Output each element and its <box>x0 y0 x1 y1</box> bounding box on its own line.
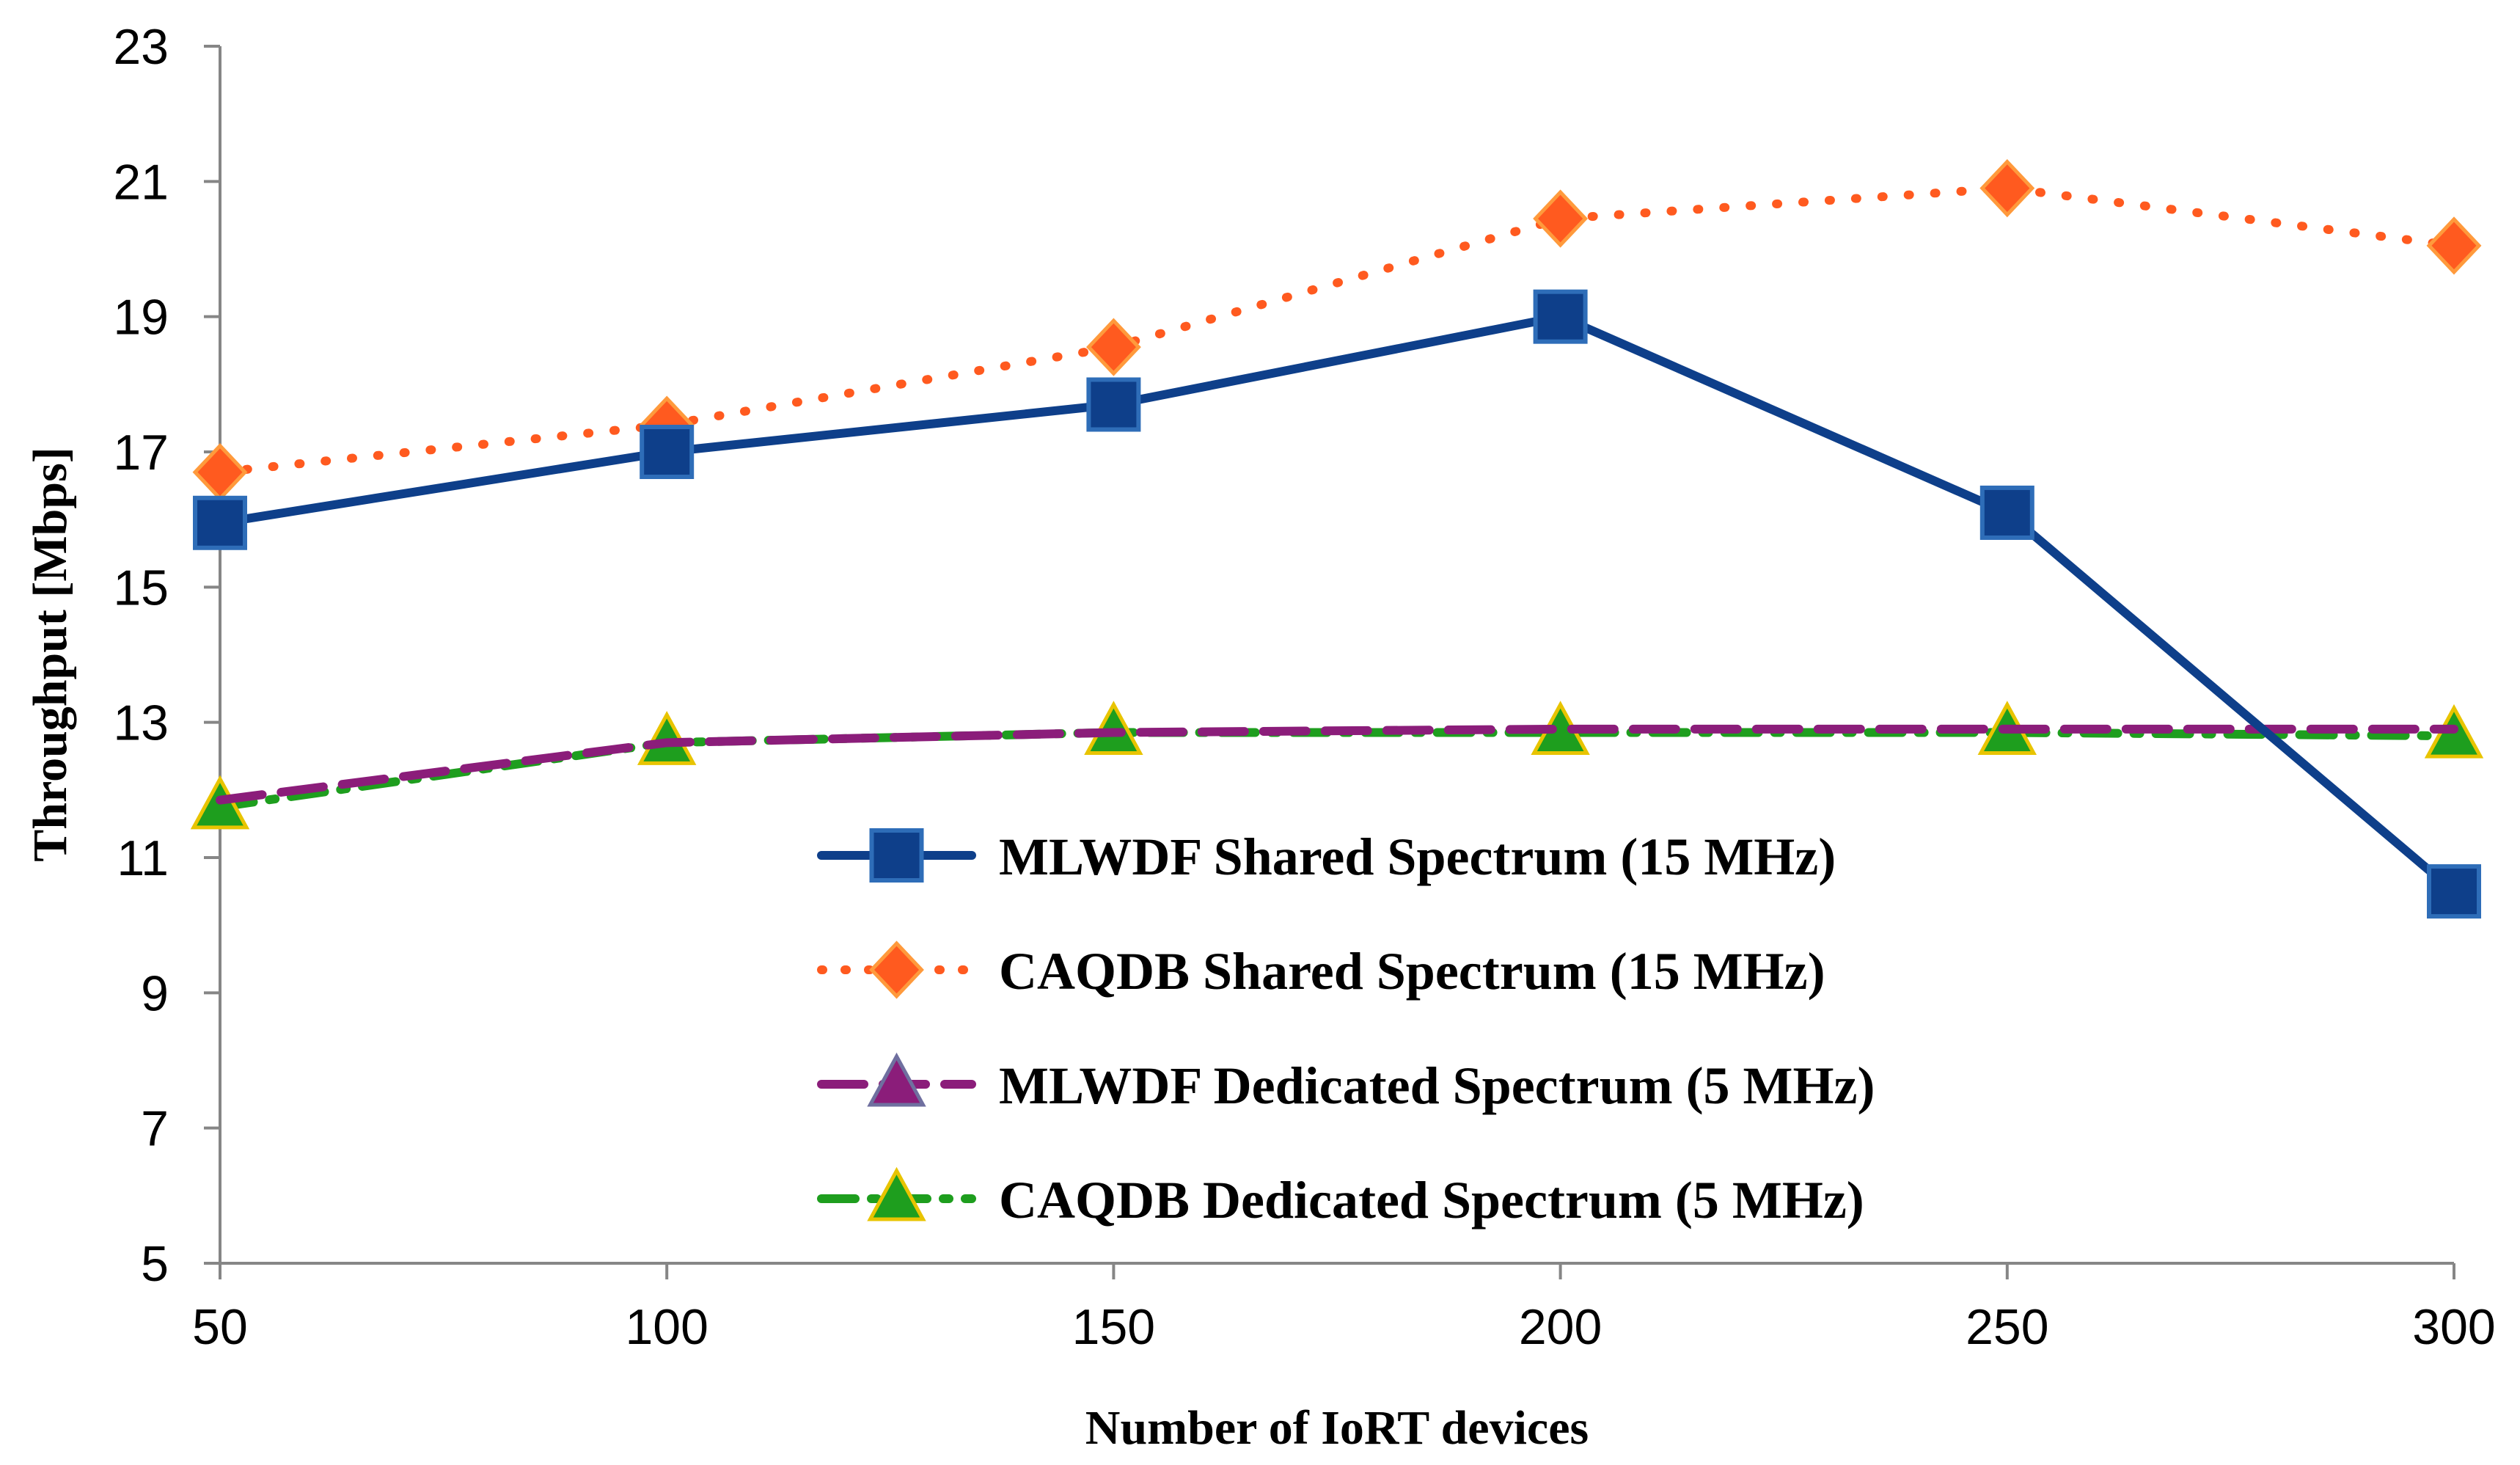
x-axis: 50 100 150 200 250 300 <box>192 1262 2496 1355</box>
series-line <box>216 724 2458 805</box>
y-tick-label: 11 <box>117 830 169 886</box>
legend-swatch-marker <box>869 828 924 883</box>
series-layer <box>190 158 2484 919</box>
y-tick-label: 21 <box>113 154 169 210</box>
legend-swatch-marker <box>867 1052 926 1107</box>
series-2 <box>192 158 2482 502</box>
legend-item: CAQDB Dedicated Spectrum (5 MHz) <box>817 1166 1864 1230</box>
legend-label: CAQDB Dedicated Spectrum (5 MHz) <box>999 1171 1864 1230</box>
x-tick-label: 50 <box>192 1299 248 1355</box>
y-axis: 5 7 9 11 13 15 17 19 21 23 <box>113 19 221 1292</box>
data-point <box>1979 485 2034 540</box>
legend-item: MLWDF Shared Spectrum (15 MHz) <box>817 828 1836 886</box>
x-tick-label: 200 <box>1519 1299 1602 1355</box>
data-point <box>1979 158 2035 218</box>
legend-label: MLWDF Dedicated Spectrum (5 MHz) <box>999 1056 1875 1115</box>
y-tick-label: 23 <box>113 19 169 75</box>
y-tick-label: 7 <box>141 1101 169 1157</box>
data-point <box>1085 318 1141 376</box>
series-1 <box>193 289 2481 919</box>
data-point <box>193 495 247 550</box>
x-tick-label: 150 <box>1072 1299 1155 1355</box>
series-4 <box>190 701 2484 830</box>
y-axis-title: Throughput [Mbps] <box>23 447 77 861</box>
y-tick-label: 19 <box>113 290 169 346</box>
series-line <box>216 312 2458 896</box>
data-point <box>2427 864 2481 919</box>
data-point <box>192 443 248 502</box>
data-point <box>1533 289 1588 344</box>
series-line <box>216 183 2458 477</box>
series-line <box>216 728 2458 811</box>
legend-item: MLWDF Dedicated Spectrum (5 MHz) <box>817 1052 1875 1115</box>
x-tick-label: 300 <box>2412 1299 2495 1355</box>
series-3 <box>216 724 2458 805</box>
x-tick-label: 100 <box>625 1299 708 1355</box>
y-tick-label: 5 <box>141 1236 169 1292</box>
legend-item: CAQDB Shared Spectrum (15 MHz) <box>817 940 1825 1001</box>
data-point <box>1533 189 1589 248</box>
data-point <box>640 425 695 479</box>
legend-label: MLWDF Shared Spectrum (15 MHz) <box>999 828 1836 886</box>
legend-label: CAQDB Shared Spectrum (15 MHz) <box>999 942 1825 1001</box>
data-point <box>2426 216 2482 275</box>
legend-swatch-marker <box>869 940 924 999</box>
y-tick-label: 13 <box>113 695 169 751</box>
y-tick-label: 15 <box>113 560 169 615</box>
x-tick-label: 250 <box>1966 1299 2048 1355</box>
y-tick-label: 17 <box>113 425 169 481</box>
data-point <box>1086 377 1141 432</box>
y-tick-label: 9 <box>141 965 169 1021</box>
legend-swatch-marker <box>867 1166 926 1221</box>
x-axis-title: Number of IoRT devices <box>1085 1401 1589 1455</box>
legend: MLWDF Shared Spectrum (15 MHz) CAQDB Shar… <box>817 828 1875 1230</box>
